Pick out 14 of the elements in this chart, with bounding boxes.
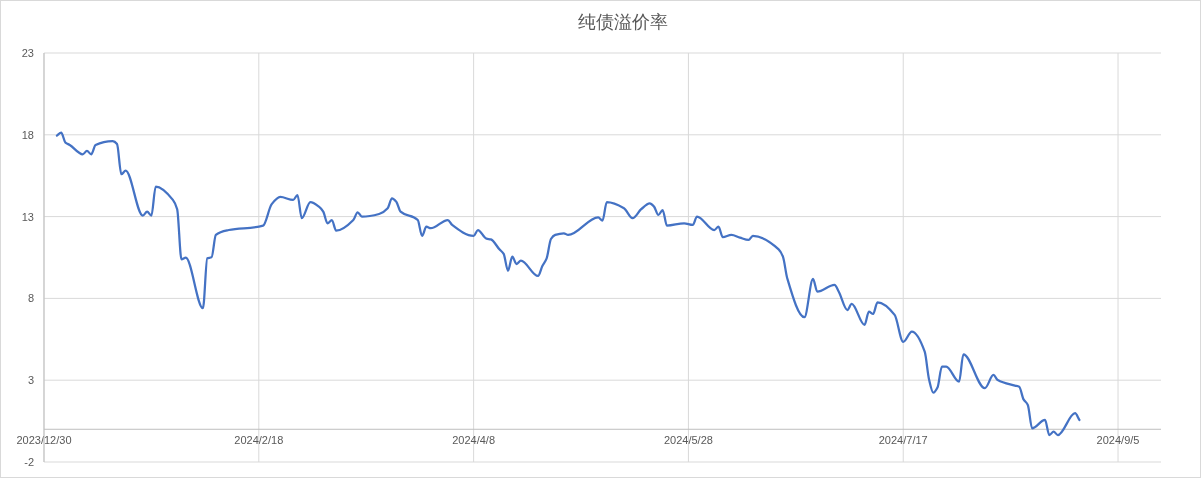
y-tick-label: 8 [27, 292, 34, 305]
x-tick-label: 2023/12/30 [16, 434, 72, 447]
y-tick-label: 3 [27, 374, 34, 387]
x-tick-label: 2024/4/8 [452, 434, 496, 447]
y-tick-label: -2 [24, 456, 34, 468]
chart-title: 纯债溢价率 [577, 12, 668, 32]
x-tick-label: 2024/7/17 [878, 434, 928, 447]
x-tick-label: 2024/9/5 [1096, 434, 1140, 447]
y-tick-label: 23 [21, 47, 34, 59]
x-tick-label: 2024/5/28 [663, 434, 713, 447]
y-tick-label: 18 [21, 128, 34, 141]
line-series [55, 131, 1081, 437]
x-tick-label: 2024/2/18 [234, 434, 284, 447]
y-tick-label: 13 [21, 210, 34, 223]
